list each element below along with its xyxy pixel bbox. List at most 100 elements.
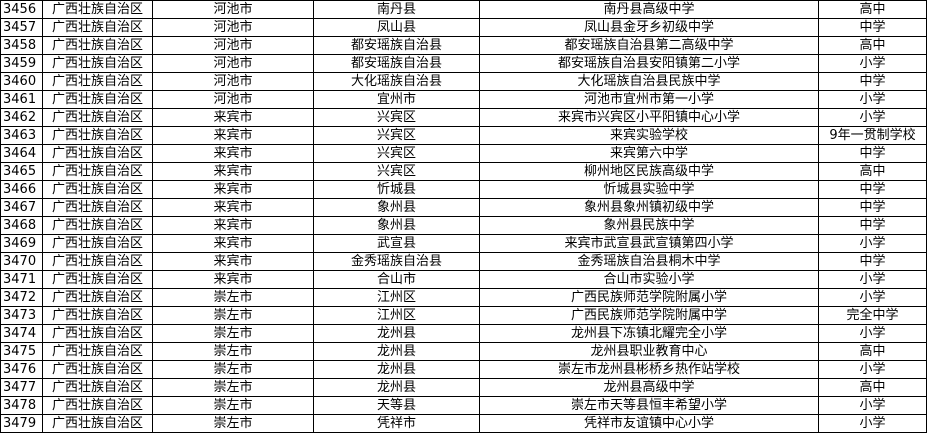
- table-row: 3473 广西壮族自治区 崇左市 江州区 广西民族师范学院附属中学 完全中学: [0, 306, 927, 325]
- province-cell: 广西壮族自治区: [42, 126, 153, 145]
- table-row: 3464 广西壮族自治区 来宾市 兴宾区 来宾第六中学 中学: [0, 144, 927, 163]
- city-cell: 河池市: [152, 18, 314, 37]
- school-type-cell: 中学: [818, 144, 927, 163]
- school-type-cell: 小学: [818, 324, 927, 343]
- county-cell: 都安瑶族自治县: [313, 36, 480, 55]
- province-cell: 广西壮族自治区: [42, 198, 153, 217]
- county-cell: 宜州市: [313, 90, 480, 109]
- school-type-cell: 小学: [818, 270, 927, 289]
- table-row: 3468 广西壮族自治区 来宾市 象州县 象州县民族中学 中学: [0, 216, 927, 235]
- table-row: 3471 广西壮族自治区 来宾市 合山市 合山市实验小学 小学: [0, 270, 927, 289]
- province-cell: 广西壮族自治区: [42, 306, 153, 325]
- school-name-cell: 凭祥市友谊镇中心小学: [479, 414, 819, 433]
- school-name-cell: 来宾第六中学: [479, 144, 819, 163]
- table-row: 3457 广西壮族自治区 河池市 凤山县 凤山县金牙乡初级中学 中学: [0, 18, 927, 37]
- county-cell: 凤山县: [313, 18, 480, 37]
- school-type-cell: 高中: [818, 36, 927, 55]
- province-cell: 广西壮族自治区: [42, 342, 153, 361]
- city-cell: 来宾市: [152, 216, 314, 235]
- school-type-cell: 小学: [818, 54, 927, 73]
- row-number: 3456: [0, 0, 43, 19]
- row-number: 3475: [0, 342, 43, 361]
- school-name-cell: 凤山县金牙乡初级中学: [479, 18, 819, 37]
- row-number: 3473: [0, 306, 43, 325]
- province-cell: 广西壮族自治区: [42, 72, 153, 91]
- province-cell: 广西壮族自治区: [42, 234, 153, 253]
- city-cell: 来宾市: [152, 180, 314, 199]
- school-type-cell: 小学: [818, 108, 927, 127]
- school-name-cell: 来宾市兴宾区小平阳镇中心小学: [479, 108, 819, 127]
- city-cell: 崇左市: [152, 414, 314, 433]
- city-cell: 来宾市: [152, 234, 314, 253]
- school-type-cell: 小学: [818, 288, 927, 307]
- city-cell: 崇左市: [152, 306, 314, 325]
- county-cell: 忻城县: [313, 180, 480, 199]
- row-number: 3457: [0, 18, 43, 37]
- table-row: 3462 广西壮族自治区 来宾市 兴宾区 来宾市兴宾区小平阳镇中心小学 小学: [0, 108, 927, 127]
- county-cell: 大化瑶族自治县: [313, 72, 480, 91]
- province-cell: 广西壮族自治区: [42, 414, 153, 433]
- row-number: 3469: [0, 234, 43, 253]
- table-row: 3476 广西壮族自治区 崇左市 龙州县 崇左市龙州县彬桥乡热作站学校 小学: [0, 360, 927, 379]
- county-cell: 天等县: [313, 396, 480, 415]
- school-name-cell: 南丹县高级中学: [479, 0, 819, 19]
- province-cell: 广西壮族自治区: [42, 324, 153, 343]
- table-row: 3458 广西壮族自治区 河池市 都安瑶族自治县 都安瑶族自治县第二高级中学 高中: [0, 36, 927, 55]
- row-number: 3474: [0, 324, 43, 343]
- school-name-cell: 龙州县职业教育中心: [479, 342, 819, 361]
- row-number: 3470: [0, 252, 43, 271]
- province-cell: 广西壮族自治区: [42, 90, 153, 109]
- row-number: 3461: [0, 90, 43, 109]
- school-name-cell: 金秀瑶族自治县桐木中学: [479, 252, 819, 271]
- county-cell: 武宣县: [313, 234, 480, 253]
- school-type-cell: 中学: [818, 198, 927, 217]
- city-cell: 河池市: [152, 54, 314, 73]
- school-type-cell: 完全中学: [818, 306, 927, 325]
- city-cell: 崇左市: [152, 342, 314, 361]
- city-cell: 来宾市: [152, 108, 314, 127]
- city-cell: 来宾市: [152, 126, 314, 145]
- school-type-cell: 小学: [818, 234, 927, 253]
- school-type-cell: 9年一贯制学校: [818, 126, 927, 145]
- city-cell: 崇左市: [152, 396, 314, 415]
- row-number: 3459: [0, 54, 43, 73]
- county-cell: 兴宾区: [313, 108, 480, 127]
- city-cell: 河池市: [152, 0, 314, 19]
- city-cell: 崇左市: [152, 324, 314, 343]
- city-cell: 来宾市: [152, 198, 314, 217]
- province-cell: 广西壮族自治区: [42, 0, 153, 19]
- province-cell: 广西壮族自治区: [42, 216, 153, 235]
- school-name-cell: 崇左市天等县恒丰希望小学: [479, 396, 819, 415]
- county-cell: 凭祥市: [313, 414, 480, 433]
- table-row: 3478 广西壮族自治区 崇左市 天等县 崇左市天等县恒丰希望小学 小学: [0, 396, 927, 415]
- city-cell: 崇左市: [152, 360, 314, 379]
- school-type-cell: 小学: [818, 396, 927, 415]
- county-cell: 江州区: [313, 306, 480, 325]
- county-cell: 龙州县: [313, 342, 480, 361]
- school-name-cell: 柳州地区民族高级中学: [479, 162, 819, 181]
- school-name-cell: 龙州县高级中学: [479, 378, 819, 397]
- city-cell: 崇左市: [152, 378, 314, 397]
- county-cell: 龙州县: [313, 324, 480, 343]
- county-cell: 兴宾区: [313, 126, 480, 145]
- province-cell: 广西壮族自治区: [42, 180, 153, 199]
- province-cell: 广西壮族自治区: [42, 288, 153, 307]
- table-row: 3461 广西壮族自治区 河池市 宜州市 河池市宜州市第一小学 小学: [0, 90, 927, 109]
- row-number: 3464: [0, 144, 43, 163]
- school-type-cell: 小学: [818, 90, 927, 109]
- school-type-cell: 中学: [818, 216, 927, 235]
- province-cell: 广西壮族自治区: [42, 162, 153, 181]
- school-type-cell: 小学: [818, 360, 927, 379]
- city-cell: 河池市: [152, 90, 314, 109]
- province-cell: 广西壮族自治区: [42, 378, 153, 397]
- province-cell: 广西壮族自治区: [42, 36, 153, 55]
- row-number: 3467: [0, 198, 43, 217]
- school-name-cell: 河池市宜州市第一小学: [479, 90, 819, 109]
- row-number: 3458: [0, 36, 43, 55]
- row-number: 3471: [0, 270, 43, 289]
- county-cell: 兴宾区: [313, 144, 480, 163]
- city-cell: 来宾市: [152, 144, 314, 163]
- row-number: 3472: [0, 288, 43, 307]
